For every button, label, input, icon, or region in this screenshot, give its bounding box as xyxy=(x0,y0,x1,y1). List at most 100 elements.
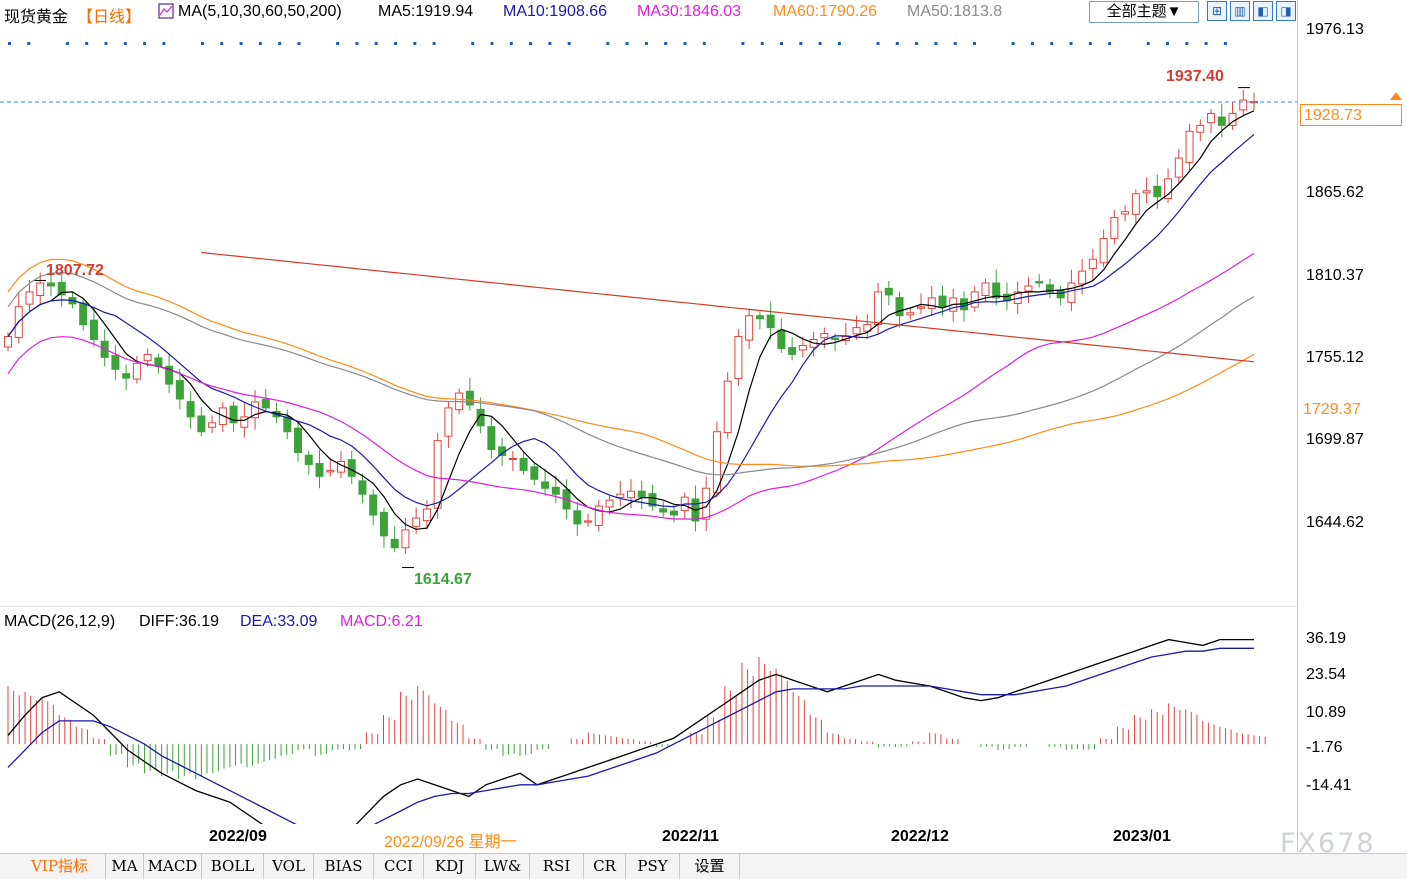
candle-body xyxy=(895,297,904,317)
ma60-line xyxy=(7,258,1255,467)
macd-diff-line xyxy=(7,638,1254,824)
macd-diff-value: DIFF:36.19 xyxy=(139,613,220,630)
candle-body xyxy=(863,324,872,332)
date-tick: 2022/12 xyxy=(891,828,949,845)
tab-settings[interactable]: 设置 xyxy=(680,854,740,879)
theme-dropdown-button[interactable]: 全部主题▼ xyxy=(1089,1,1199,23)
price-tick: 1644.62 xyxy=(1306,514,1364,531)
tab-bias[interactable]: BIAS xyxy=(314,854,374,879)
candle-body xyxy=(541,481,550,489)
signal-dot xyxy=(85,42,89,45)
candle-body xyxy=(648,493,657,507)
signal-dot xyxy=(548,42,552,45)
signal-dot xyxy=(529,42,533,45)
signal-dot xyxy=(625,42,629,45)
price-axis-border xyxy=(1297,0,1298,852)
candle-body xyxy=(1185,130,1194,164)
ma5-line xyxy=(7,110,1255,530)
candle-body xyxy=(906,312,915,316)
ma50-value: MA50:1813.8 xyxy=(907,3,1003,20)
ma-settings-icon[interactable] xyxy=(158,3,174,22)
signal-dot xyxy=(65,42,69,45)
signal-dot xyxy=(490,42,494,45)
signal-dot xyxy=(760,42,764,45)
tab-rsi[interactable]: RSI xyxy=(530,854,584,879)
candle-body xyxy=(627,490,635,499)
left-high-annotation: 1807.72 xyxy=(46,262,104,279)
candle-body xyxy=(992,282,1001,299)
crosshair-icon[interactable]: ⊞ xyxy=(1207,1,1227,21)
signal-dot xyxy=(8,42,11,45)
signal-dot xyxy=(934,42,938,45)
candle-body xyxy=(1207,112,1216,124)
signal-dot xyxy=(973,42,976,45)
signal-dots xyxy=(8,42,1227,45)
candle-body xyxy=(1153,185,1162,198)
low-annotation: 1614.67 xyxy=(414,571,472,588)
candle-body xyxy=(723,380,732,434)
candle-body xyxy=(347,459,356,477)
candle-body xyxy=(1121,211,1130,215)
candle-body xyxy=(422,508,431,522)
signal-dot xyxy=(104,42,108,45)
ma10-value: MA10:1908.66 xyxy=(503,3,608,20)
candle-body xyxy=(551,486,560,495)
candle-body xyxy=(1131,193,1140,215)
signal-dot xyxy=(876,42,880,45)
tab-boll[interactable]: BOLL xyxy=(202,854,264,879)
signal-dot xyxy=(220,42,224,45)
tab-psy[interactable]: PSY xyxy=(626,854,680,879)
candle-body xyxy=(745,315,754,341)
candle-body xyxy=(884,287,893,296)
next-icon[interactable]: ◨ xyxy=(1276,1,1296,21)
candle-body xyxy=(132,362,141,380)
candle-body xyxy=(669,510,678,516)
candle-body xyxy=(938,295,947,308)
macd-tick: 10.89 xyxy=(1306,704,1347,721)
candle-body xyxy=(605,499,614,508)
candle-body xyxy=(530,466,539,480)
signal-dot xyxy=(606,42,610,45)
tab-vol[interactable]: VOL xyxy=(264,854,314,879)
candle-body xyxy=(122,373,131,379)
macd-indicator xyxy=(7,638,1266,824)
signal-dot xyxy=(258,42,262,45)
tab-cci[interactable]: CCI xyxy=(374,854,424,879)
candle-body xyxy=(143,353,152,362)
signal-dot xyxy=(1223,42,1227,45)
candle-body xyxy=(1142,190,1151,194)
candle-icon[interactable]: ▥ xyxy=(1230,1,1250,21)
prev-icon[interactable]: ◧ xyxy=(1253,1,1273,21)
candle-body xyxy=(981,282,990,296)
candle-body xyxy=(1239,99,1248,111)
symbol-title: 现货黄金 xyxy=(4,9,69,26)
tab-vip[interactable]: VIP指标 xyxy=(14,854,106,879)
tab-kdj[interactable]: KDJ xyxy=(424,854,476,879)
candle-body xyxy=(444,407,453,437)
candle-body xyxy=(326,469,335,473)
period-label[interactable]: 【日线】 xyxy=(77,9,142,26)
candlestick-series xyxy=(4,87,1258,569)
signal-dot xyxy=(278,42,282,45)
tab-lw[interactable]: LW& xyxy=(476,854,530,879)
date-tick: 2022/11 xyxy=(662,828,719,845)
candle-body xyxy=(111,355,120,370)
date-tick: 2023/01 xyxy=(1113,828,1171,845)
signal-dot xyxy=(123,42,127,45)
candle-body xyxy=(476,408,485,427)
signal-dot xyxy=(1030,42,1034,45)
candle-body xyxy=(79,302,88,326)
signal-dot xyxy=(702,42,706,45)
macd-hist-value: MACD:6.21 xyxy=(340,613,423,630)
signal-dot xyxy=(818,42,822,45)
candle-body xyxy=(175,380,184,400)
candle-body xyxy=(820,333,829,339)
tab-cr[interactable]: CR xyxy=(584,854,626,879)
tab-ma[interactable]: MA xyxy=(106,854,144,879)
candle-body xyxy=(251,401,260,419)
tab-macd[interactable]: MACD xyxy=(144,854,202,879)
price-tick: 1865.62 xyxy=(1306,184,1364,201)
candle-body xyxy=(777,329,786,349)
moving-average-lines xyxy=(7,110,1255,530)
